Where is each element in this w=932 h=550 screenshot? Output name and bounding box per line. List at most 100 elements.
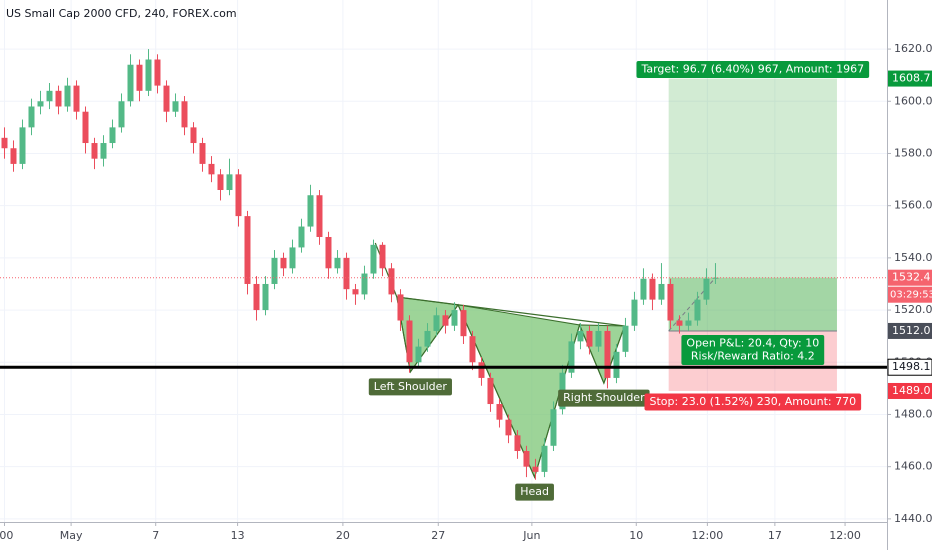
target-label-text: Target: 96.7 (6.40%) 967, Amount: 1967 — [640, 63, 864, 76]
x-tick-label: 17 — [768, 529, 782, 542]
candle-body — [406, 320, 413, 363]
x-tick-label: May — [60, 529, 83, 542]
candle-body — [622, 325, 629, 352]
countdown-bg — [888, 286, 932, 303]
candle-body — [226, 174, 233, 191]
candle-body — [460, 310, 467, 337]
candle-body — [343, 257, 350, 290]
candle-body — [55, 90, 62, 107]
candle-body — [1, 137, 8, 149]
candle-body — [118, 101, 125, 128]
y-tick-label: 1440.0 — [894, 512, 932, 525]
candle-body — [577, 330, 584, 342]
y-tick-label: 1540.0 — [894, 251, 932, 264]
candle-body — [298, 226, 305, 248]
x-tick-label: 7 — [152, 529, 159, 542]
candle-body — [172, 101, 179, 112]
candle-body — [469, 336, 476, 363]
pattern-label-text: Left Shoulder — [374, 380, 448, 393]
candle-body — [253, 283, 260, 311]
x-tick-label: 20 — [336, 529, 350, 542]
pattern-label-bg — [368, 378, 452, 396]
candle-body — [217, 174, 224, 191]
candle-body — [550, 409, 557, 446]
x-tick-label: :00 — [0, 529, 13, 542]
candle-body — [424, 330, 431, 347]
candle-body — [370, 244, 377, 274]
candle-body — [208, 163, 215, 175]
candle-body — [280, 257, 287, 269]
candle-body — [244, 216, 251, 284]
stop-label-text: Stop: 23.0 (1.52%) 230, Amount: 770 — [649, 395, 856, 408]
countdown: 03:29:53 — [890, 290, 932, 301]
target-label-bg — [636, 61, 870, 79]
candle-body — [712, 277, 719, 279]
candle-body — [442, 315, 449, 326]
y-tick-label: 1520.0 — [894, 303, 932, 316]
candle-body — [28, 106, 35, 128]
candle-body — [397, 294, 404, 321]
candle-body — [703, 278, 710, 300]
candle-body — [334, 257, 341, 269]
candle-body — [379, 244, 386, 269]
price-tag: 1608.7 — [892, 72, 931, 85]
price-tag-bg — [888, 269, 932, 286]
candle-body — [154, 59, 161, 86]
candle-body — [478, 362, 485, 378]
target-label: Target: 96.7 (6.40%) 967, Amount: 1967 — [636, 61, 870, 79]
candle-body — [451, 310, 458, 326]
candle-body — [352, 289, 359, 295]
candle-body — [613, 351, 620, 378]
candle-body — [532, 466, 539, 472]
x-tick-label: 27 — [431, 529, 445, 542]
price-tag-bg — [888, 70, 932, 87]
candle-body — [514, 435, 521, 452]
candle-body — [136, 64, 143, 91]
candle-body — [190, 127, 197, 144]
candle-body — [361, 273, 368, 295]
candle-body — [649, 278, 656, 300]
x-tick-label: 12:00 — [692, 529, 724, 542]
candle-body — [262, 283, 269, 311]
candle-body — [181, 101, 188, 128]
candle-body — [163, 85, 170, 112]
y-tick-label: 1480.0 — [894, 407, 932, 420]
pnl-label-text: Risk/Reward Ratio: 4.2 — [691, 349, 815, 362]
hline-tag: 1498.1 — [892, 360, 931, 373]
y-tick-label: 1560.0 — [894, 199, 932, 212]
candle-body — [658, 283, 665, 300]
pnl-label-text: Open P&L: 20.4, Qty: 10 — [686, 336, 819, 349]
candle-body — [64, 85, 71, 107]
candle-body — [235, 174, 242, 217]
y-tick-label: 1600.0 — [894, 94, 932, 107]
x-tick-label: 12:00 — [829, 529, 861, 542]
stop-label: Stop: 23.0 (1.52%) 230, Amount: 770 — [644, 393, 862, 411]
pattern-label: Head — [515, 483, 554, 501]
candle-body — [496, 404, 503, 420]
pattern-label: Right Shoulder — [558, 389, 650, 407]
candle-body — [523, 451, 530, 467]
candle-body — [640, 278, 647, 300]
axis-bg — [0, 522, 887, 550]
candle-body — [676, 320, 683, 326]
candle-body — [604, 330, 611, 378]
candle-body — [505, 419, 512, 436]
hline-tag-bg — [887, 358, 932, 376]
candle-body — [316, 195, 323, 237]
candle-body — [415, 346, 422, 363]
price-tag: 1489.0 — [892, 384, 931, 397]
candle-body — [127, 64, 134, 102]
candle-body — [73, 85, 80, 112]
candle-body — [586, 330, 593, 347]
candle-body — [541, 445, 548, 472]
candle-body — [46, 90, 53, 102]
candle-body — [667, 283, 674, 321]
target-zone — [668, 78, 837, 331]
x-tick-label: 13 — [231, 529, 245, 542]
candle-body — [685, 320, 692, 326]
candle-body — [433, 315, 440, 331]
candle-body — [487, 377, 494, 405]
candle-body — [595, 330, 602, 347]
pattern-label-bg — [515, 483, 554, 501]
